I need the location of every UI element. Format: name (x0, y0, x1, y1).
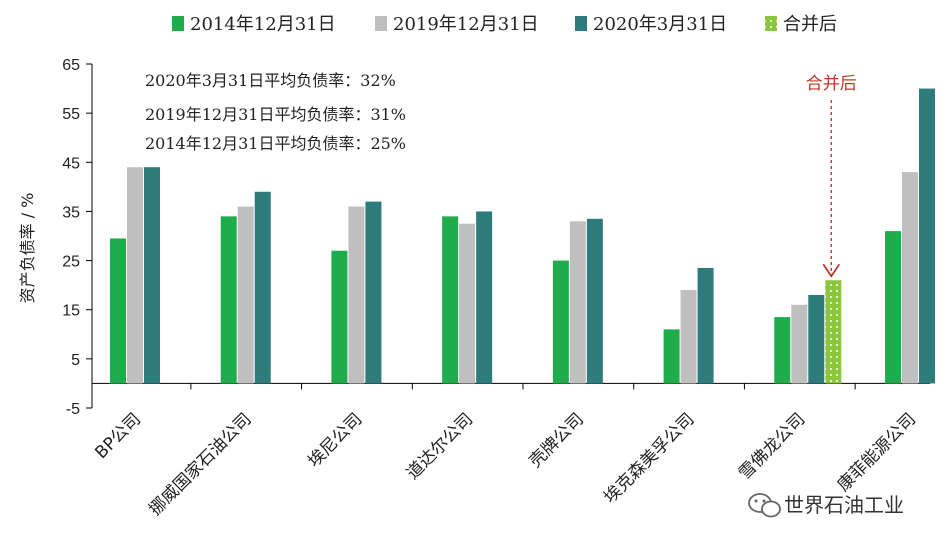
y-tick-label: 55 (62, 106, 80, 123)
y-axis: -5 5 15 25 35 45 55 65 (62, 57, 93, 418)
category-label: 埃克森美孚公司 (600, 409, 698, 507)
category-label: 埃尼公司 (304, 409, 366, 471)
bar-1-3 (331, 250, 348, 384)
bar-3-3 (365, 201, 382, 384)
bar-2-4 (459, 223, 476, 384)
watermark-text: 世界石油工业 (784, 493, 904, 517)
y-tick-label: 5 (71, 352, 80, 369)
y-tick-label: 65 (62, 57, 80, 74)
annotation-2020: 2020年3月31日平均负债率：32% (145, 71, 396, 90)
bar-3-6 (697, 267, 714, 384)
category-label: 康菲能源公司 (834, 409, 920, 495)
bar-4-7 (825, 280, 842, 384)
watermark: 世界石油工业 (748, 493, 904, 518)
y-tick-label: 45 (62, 155, 80, 172)
bar-3-7 (808, 294, 825, 384)
callout-arrow (822, 263, 841, 278)
bar-1-1 (110, 238, 126, 384)
bars (110, 88, 935, 384)
y-axis-label: 资产负债率 / % (18, 193, 37, 304)
bar-1-8 (885, 231, 901, 384)
y-tick-label: 35 (62, 204, 80, 221)
legend-swatch (375, 16, 387, 31)
legend-swatch (172, 16, 184, 31)
bar-1-4 (442, 216, 459, 384)
callout-text: 合并后 (806, 74, 857, 94)
bar-3-8 (919, 88, 935, 384)
annotation-2014: 2014年12月31日平均负债率：25% (145, 134, 406, 153)
bar-2-6 (680, 290, 697, 384)
bar-2-8 (902, 172, 918, 384)
category-label: BP公司 (91, 409, 145, 463)
annotation-2019: 2019年12月31日平均负债率：31% (145, 105, 406, 124)
bar-3-4 (476, 211, 493, 384)
y-tick-label: 25 (62, 254, 80, 271)
bar-2-2 (237, 206, 254, 384)
legend: 2014年12月31日 2019年12月31日 2020年3月31日 合并后 (172, 14, 837, 35)
bar-2-1 (127, 167, 143, 384)
merge-callout: 合并后 (806, 74, 857, 278)
y-tick-label: 15 (62, 303, 80, 320)
legend-label: 2019年12月31日 (393, 14, 539, 35)
bar-2-7 (791, 304, 808, 384)
bar-2-5 (569, 221, 586, 384)
bar-3-5 (586, 218, 603, 384)
legend-label: 2014年12月31日 (190, 14, 336, 35)
bar-2-3 (348, 206, 365, 384)
y-tick-label: -5 (66, 401, 80, 418)
category-label: 挪威国家石油公司 (145, 409, 255, 519)
bar-1-6 (663, 329, 680, 384)
category-label: 雪佛龙公司 (735, 409, 809, 483)
category-label: 道达尔公司 (403, 409, 477, 483)
legend-swatch (575, 16, 587, 31)
bar-3-2 (254, 191, 271, 384)
annotations: 2020年3月31日平均负债率：32% 2019年12月31日平均负债率：31%… (145, 71, 406, 153)
bar-1-2 (220, 216, 237, 384)
bar-1-5 (552, 260, 569, 384)
bar-3-1 (144, 167, 160, 384)
bar-1-7 (774, 317, 791, 384)
legend-label: 合并后 (783, 14, 837, 35)
wechat-icon (748, 493, 781, 518)
category-label: 壳牌公司 (526, 409, 588, 471)
legend-label: 2020年3月31日 (593, 14, 727, 35)
legend-swatch (765, 16, 777, 31)
